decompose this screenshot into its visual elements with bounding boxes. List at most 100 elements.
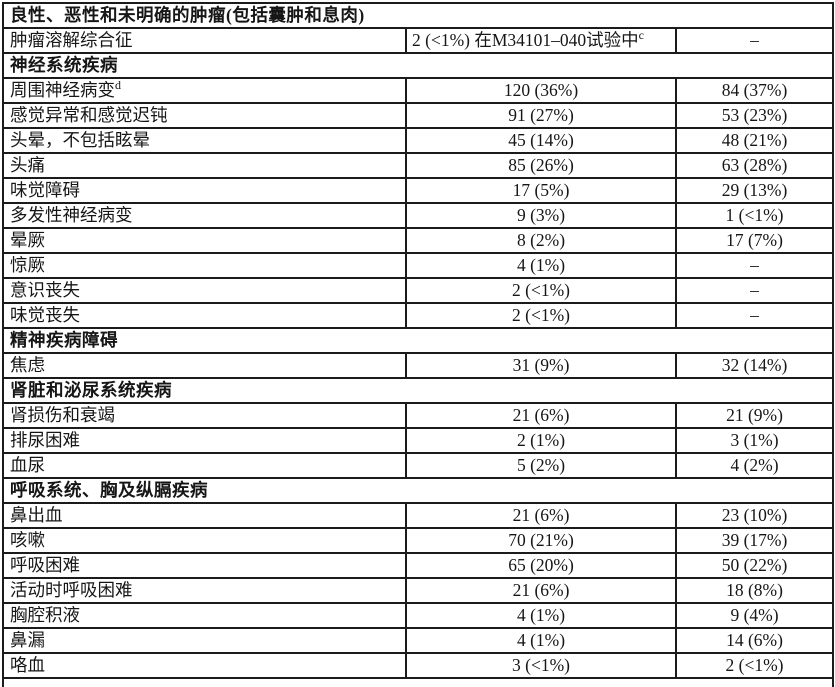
- table-row: 焦虑 31 (9%) 32 (14%): [2, 352, 835, 379]
- value-superscript: c: [638, 28, 644, 43]
- value-text: 21 (6%): [512, 405, 570, 426]
- term-label: 活动时呼吸困难: [10, 580, 133, 601]
- partial-cutoff-row: [1, 677, 835, 687]
- section-header-row: 良性、恶性和未明确的肿瘤(包括囊肿和息肉): [1, 2, 835, 29]
- section-header-row: 精神疾病障碍: [1, 327, 835, 354]
- term-cell: 头晕，不包括眩晕: [2, 127, 407, 154]
- term-cell: 周围神经病变d: [2, 77, 407, 104]
- value-text: 3 (<1%): [512, 655, 570, 676]
- term-cell: 惊厥: [2, 252, 407, 279]
- term-label: 排尿困难: [10, 430, 80, 451]
- table-row: 味觉丧失 2 (<1%) –: [2, 302, 835, 329]
- table-row: 排尿困难 2 (1%) 3 (1%): [2, 427, 835, 454]
- section-header-cell: 精神疾病障碍: [1, 327, 835, 354]
- term-label: 味觉障碍: [10, 180, 80, 201]
- section-header-label: 肾脏和泌尿系统疾病: [10, 380, 172, 401]
- value-text: 2 (<1%): [725, 655, 784, 676]
- value-cell-2: 18 (8%): [674, 577, 835, 604]
- value-cell-2: 39 (17%): [674, 527, 835, 554]
- table-row: 晕厥 8 (2%) 17 (7%): [2, 227, 835, 254]
- value-cell-2: –: [674, 27, 835, 54]
- table-row: 头晕，不包括眩晕 45 (14%) 48 (21%): [2, 127, 835, 154]
- value-text: 70 (21%): [508, 530, 574, 551]
- value-text: 29 (13%): [721, 180, 788, 201]
- value-text: 120 (36%): [503, 80, 579, 101]
- value-text: –: [750, 30, 759, 51]
- term-cell: 鼻出血: [2, 502, 407, 529]
- table-row: 味觉障碍 17 (5%) 29 (13%): [2, 177, 835, 204]
- term-cell: 血尿: [2, 452, 407, 479]
- term-cell: 咯血: [2, 652, 407, 679]
- term-label: 鼻漏: [10, 630, 45, 651]
- term-cell: 味觉障碍: [2, 177, 407, 204]
- table-row: 多发性神经病变 9 (3%) 1 (<1%): [2, 202, 835, 229]
- value-cell-1: 2 (<1%): [405, 277, 677, 304]
- value-text: 65 (20%): [508, 555, 574, 576]
- value-text: 5 (2%): [516, 455, 566, 476]
- term-cell: 肿瘤溶解综合征: [2, 27, 407, 54]
- value-text: 23 (10%): [721, 505, 788, 526]
- value-cell-1: 9 (3%): [405, 202, 677, 229]
- value-cell-1: 21 (6%): [405, 402, 677, 429]
- term-label: 惊厥: [10, 255, 45, 276]
- value-cell-1: 91 (27%): [405, 102, 677, 129]
- term-cell: 多发性神经病变: [2, 202, 407, 229]
- value-text: 91 (27%): [508, 105, 574, 126]
- value-cell-2: –: [674, 302, 835, 329]
- value-cell-2: –: [674, 252, 835, 279]
- term-cell: 肾损伤和衰竭: [2, 402, 407, 429]
- value-cell-2: 53 (23%): [674, 102, 835, 129]
- table-row: 肿瘤溶解综合征 2 (<1%) 在M34101–040试验中c –: [2, 27, 835, 54]
- term-cell: 晕厥: [2, 227, 407, 254]
- term-cell: 头痛: [2, 152, 407, 179]
- value-text: 3 (1%): [730, 430, 779, 451]
- table-row: 血尿 5 (2%) 4 (2%): [2, 452, 835, 479]
- value-cell-1: 21 (6%): [405, 502, 677, 529]
- section-header-row: 肾脏和泌尿系统疾病: [1, 377, 835, 404]
- value-cell-1: 45 (14%): [405, 127, 677, 154]
- value-text: 2 (1%): [516, 430, 566, 451]
- term-label: 晕厥: [10, 230, 45, 251]
- value-cell-2: 23 (10%): [674, 502, 835, 529]
- term-label: 焦虑: [10, 355, 45, 376]
- section-header-cell: 神经系统疾病: [1, 52, 835, 79]
- table-row: 肾损伤和衰竭 21 (6%) 21 (9%): [2, 402, 835, 429]
- value-text: 4 (1%): [516, 255, 566, 276]
- table-row: 头痛 85 (26%) 63 (28%): [2, 152, 835, 179]
- term-cell: 活动时呼吸困难: [2, 577, 407, 604]
- value-text: 63 (28%): [721, 155, 788, 176]
- value-cell-2: 3 (1%): [674, 427, 835, 454]
- value-cell-1: 8 (2%): [405, 227, 677, 254]
- value-text: 21 (6%): [512, 580, 570, 601]
- value-cell-1: 4 (1%): [405, 602, 677, 629]
- value-cell-1: 4 (1%): [405, 627, 677, 654]
- term-label: 周围神经病变: [10, 80, 115, 101]
- section-header-label: 呼吸系统、胸及纵膈疾病: [10, 480, 208, 501]
- value-cell-1: 3 (<1%): [405, 652, 677, 679]
- value-text: 2 (<1%): [512, 305, 570, 326]
- table-row: 周围神经病变d 120 (36%) 84 (37%): [2, 77, 835, 104]
- value-text: 4 (1%): [516, 605, 566, 626]
- term-cell: 胸腔积液: [2, 602, 407, 629]
- term-cell: 意识丧失: [2, 277, 407, 304]
- term-cell: 咳嗽: [2, 527, 407, 554]
- table-row: 呼吸困难 65 (20%) 50 (22%): [2, 552, 835, 579]
- term-label: 呼吸困难: [10, 555, 80, 576]
- table-row: 鼻漏 4 (1%) 14 (6%): [2, 627, 835, 654]
- value-text: 31 (9%): [512, 355, 570, 376]
- value-text: 84 (37%): [721, 80, 788, 101]
- value-text: 2 (<1%): [512, 280, 570, 301]
- term-cell: 感觉异常和感觉迟钝: [2, 102, 407, 129]
- value-cell-2: 9 (4%): [674, 602, 835, 629]
- section-header-label: 神经系统疾病: [10, 55, 118, 76]
- term-label: 鼻出血: [10, 505, 63, 526]
- value-cell-1: 21 (6%): [405, 577, 677, 604]
- value-cell-2: 21 (9%): [674, 402, 835, 429]
- term-superscript: d: [115, 78, 121, 93]
- term-cell: 呼吸困难: [2, 552, 407, 579]
- section-header-cell: 呼吸系统、胸及纵膈疾病: [1, 477, 835, 504]
- term-label: 味觉丧失: [10, 305, 80, 326]
- table-row: 惊厥 4 (1%) –: [2, 252, 835, 279]
- section-header-row: 神经系统疾病: [1, 52, 835, 79]
